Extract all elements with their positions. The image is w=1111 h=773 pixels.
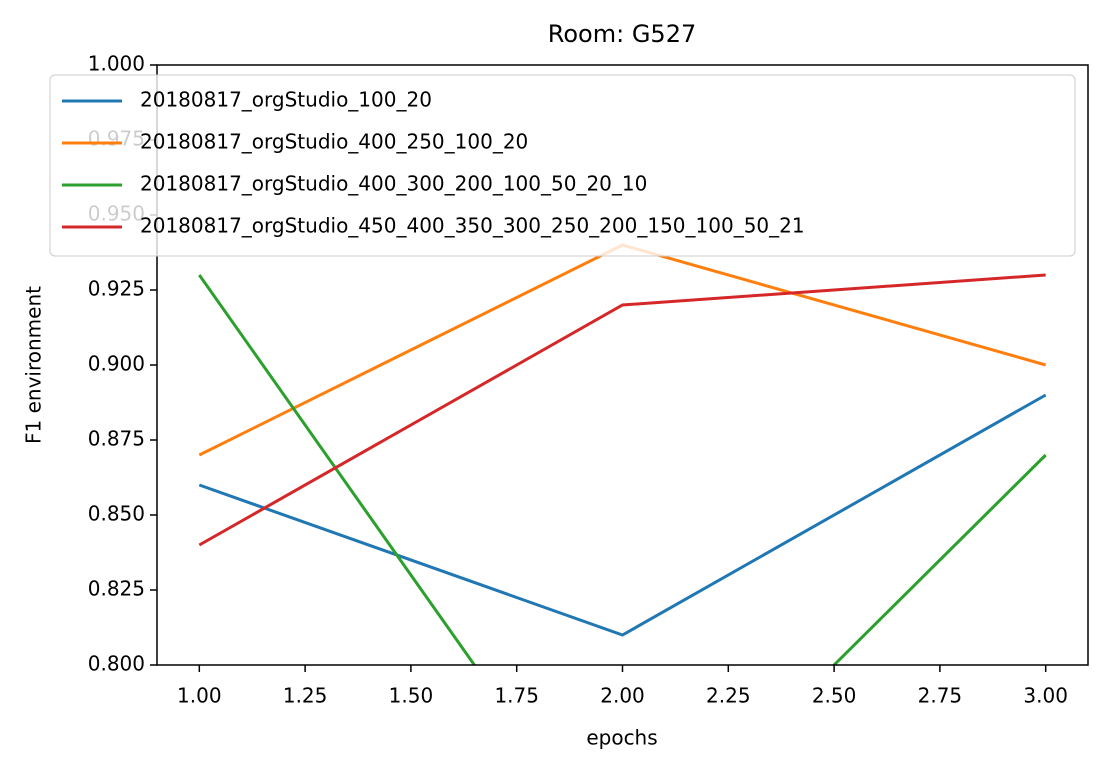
x-tick-label: 1.50 bbox=[389, 684, 434, 708]
legend: 20180817_orgStudio_100_20 20180817_orgStu… bbox=[49, 74, 1076, 257]
x-tick-label: 2.50 bbox=[812, 684, 857, 708]
y-tick-label: 0.900 bbox=[88, 352, 145, 376]
x-tick-label: 2.25 bbox=[706, 684, 751, 708]
y-tick-label: 0.850 bbox=[88, 502, 145, 526]
x-tick-label: 3.00 bbox=[1023, 684, 1068, 708]
y-tick-label: 0.825 bbox=[88, 577, 145, 601]
legend-label: 20180817_orgStudio_400_250_100_20 bbox=[140, 130, 528, 154]
plot-area bbox=[198, 243, 1047, 665]
data-line bbox=[198, 274, 1047, 665]
x-tick-label: 1.75 bbox=[494, 684, 539, 708]
plot-frame bbox=[156, 64, 1089, 666]
legend-label: 20180817_orgStudio_100_20 bbox=[140, 88, 432, 112]
chart-title: Room: G527 bbox=[548, 20, 696, 48]
y-axis-label: F1 environment bbox=[22, 286, 46, 444]
x-tick-label: 1.00 bbox=[177, 684, 222, 708]
data-line bbox=[198, 243, 1047, 457]
x-axis-label: epochs bbox=[586, 726, 657, 750]
y-tick-label: 0.800 bbox=[88, 652, 145, 676]
legend-box bbox=[49, 74, 1076, 257]
y-tick-label: 0.925 bbox=[88, 277, 145, 301]
x-tick-label: 2.75 bbox=[918, 684, 963, 708]
y-tick-label: 0.875 bbox=[88, 427, 145, 451]
data-line bbox=[198, 273, 1046, 547]
x-tick-label: 1.25 bbox=[283, 684, 328, 708]
y-tick-label: 1.000 bbox=[88, 52, 145, 76]
data-line bbox=[198, 393, 1047, 637]
x-tick-label: 2.00 bbox=[600, 684, 645, 708]
legend-label: 20180817_orgStudio_450_400_350_300_250_2… bbox=[140, 214, 805, 238]
legend-label: 20180817_orgStudio_400_300_200_100_50_20… bbox=[140, 172, 647, 196]
